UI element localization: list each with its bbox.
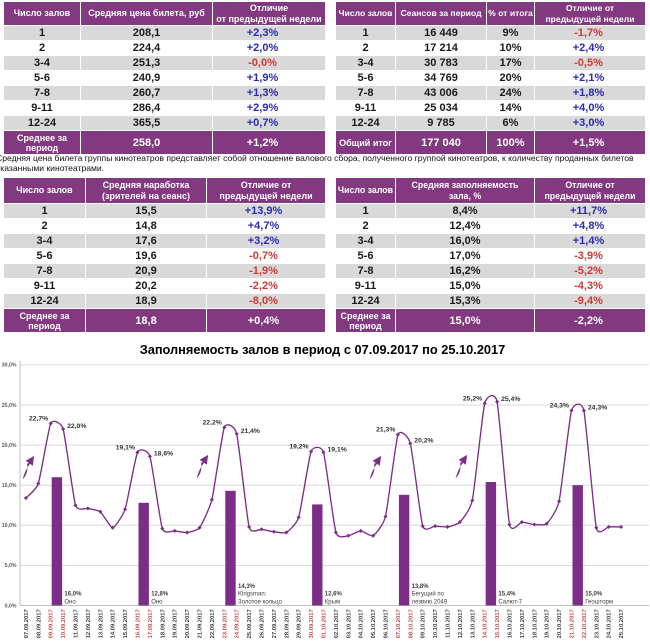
svg-text:15,0%: 15,0% bbox=[2, 483, 17, 489]
svg-text:Золотое кольцо: Золотое кольцо bbox=[238, 599, 283, 605]
svg-text:10.09.2017: 10.09.2017 bbox=[61, 609, 67, 638]
svg-text:11.09.2017: 11.09.2017 bbox=[74, 609, 80, 638]
svg-text:25.10.2017: 25.10.2017 bbox=[619, 609, 625, 638]
svg-text:24.10.2017: 24.10.2017 bbox=[607, 609, 613, 638]
svg-text:29.09.2017: 29.09.2017 bbox=[297, 609, 303, 638]
svg-text:13,8%: 13,8% bbox=[412, 584, 430, 590]
svg-text:14.10.2017: 14.10.2017 bbox=[483, 609, 489, 638]
svg-text:25,0%: 25,0% bbox=[2, 403, 17, 409]
svg-text:09.10.2017: 09.10.2017 bbox=[421, 609, 427, 638]
svg-text:28.09.2017: 28.09.2017 bbox=[284, 609, 290, 638]
svg-text:14,3%: 14,3% bbox=[238, 584, 256, 590]
svg-text:Крым: Крым bbox=[325, 599, 340, 605]
svg-text:06.10.2017: 06.10.2017 bbox=[384, 609, 390, 638]
svg-text:Геошторм: Геошторм bbox=[585, 599, 613, 605]
svg-text:20,2%: 20,2% bbox=[414, 438, 433, 445]
svg-text:19,2%: 19,2% bbox=[289, 444, 308, 451]
svg-text:25.09.2017: 25.09.2017 bbox=[247, 609, 253, 638]
svg-text:24,3%: 24,3% bbox=[550, 403, 569, 410]
svg-text:08.09.2017: 08.09.2017 bbox=[36, 609, 42, 638]
svg-text:22.09.2017: 22.09.2017 bbox=[210, 609, 216, 638]
svg-text:11.10.2017: 11.10.2017 bbox=[446, 609, 452, 638]
svg-text:16.10.2017: 16.10.2017 bbox=[508, 609, 514, 638]
svg-text:Оно: Оно bbox=[151, 599, 163, 605]
svg-text:01.10.2017: 01.10.2017 bbox=[322, 609, 328, 638]
svg-text:17.10.2017: 17.10.2017 bbox=[520, 609, 526, 638]
svg-text:21.09.2017: 21.09.2017 bbox=[198, 609, 204, 638]
svg-text:13.09.2017: 13.09.2017 bbox=[98, 609, 104, 638]
svg-text:13.10.2017: 13.10.2017 bbox=[470, 609, 476, 638]
svg-text:24.09.2017: 24.09.2017 bbox=[235, 609, 241, 638]
svg-text:17.09.2017: 17.09.2017 bbox=[148, 609, 154, 638]
svg-text:04.10.2017: 04.10.2017 bbox=[359, 609, 365, 638]
svg-text:02.10.2017: 02.10.2017 bbox=[334, 609, 340, 638]
svg-text:Kingsman:: Kingsman: bbox=[238, 592, 267, 598]
svg-text:30.09.2017: 30.09.2017 bbox=[309, 609, 315, 638]
svg-text:12,6%: 12,6% bbox=[325, 592, 343, 598]
svg-text:30,0%: 30,0% bbox=[2, 363, 17, 369]
svg-text:05.10.2017: 05.10.2017 bbox=[371, 609, 377, 638]
svg-text:23.10.2017: 23.10.2017 bbox=[594, 609, 600, 638]
svg-text:14.09.2017: 14.09.2017 bbox=[111, 609, 117, 638]
svg-text:10,0%: 10,0% bbox=[2, 523, 17, 529]
svg-text:16,0%: 16,0% bbox=[64, 592, 82, 598]
svg-text:0,0%: 0,0% bbox=[5, 603, 17, 609]
svg-text:Оно: Оно bbox=[64, 599, 76, 605]
svg-text:10.10.2017: 10.10.2017 bbox=[433, 609, 439, 638]
svg-text:15.09.2017: 15.09.2017 bbox=[123, 609, 129, 638]
svg-text:19.09.2017: 19.09.2017 bbox=[173, 609, 179, 638]
svg-text:24,3%: 24,3% bbox=[588, 405, 607, 412]
svg-text:19,1%: 19,1% bbox=[116, 444, 135, 451]
svg-text:15,4%: 15,4% bbox=[498, 592, 516, 598]
svg-text:27.09.2017: 27.09.2017 bbox=[272, 609, 278, 638]
svg-text:21.10.2017: 21.10.2017 bbox=[570, 609, 576, 638]
svg-text:25,4%: 25,4% bbox=[501, 396, 520, 403]
svg-text:21,4%: 21,4% bbox=[241, 428, 260, 435]
svg-text:Бегущий по: Бегущий по bbox=[412, 591, 445, 598]
svg-text:25,2%: 25,2% bbox=[463, 395, 482, 402]
svg-text:12.09.2017: 12.09.2017 bbox=[86, 609, 92, 638]
svg-text:21,3%: 21,3% bbox=[376, 427, 395, 434]
svg-text:03.10.2017: 03.10.2017 bbox=[346, 609, 352, 638]
svg-text:08.10.2017: 08.10.2017 bbox=[408, 609, 414, 638]
svg-text:19.10.2017: 19.10.2017 bbox=[545, 609, 551, 638]
svg-text:23.09.2017: 23.09.2017 bbox=[222, 609, 228, 638]
svg-text:18.09.2017: 18.09.2017 bbox=[160, 609, 166, 638]
svg-text:26.09.2017: 26.09.2017 bbox=[260, 609, 266, 638]
svg-text:20.10.2017: 20.10.2017 bbox=[557, 609, 563, 638]
svg-text:07.10.2017: 07.10.2017 bbox=[396, 609, 402, 638]
svg-text:12,8%: 12,8% bbox=[151, 592, 169, 598]
svg-text:15,0%: 15,0% bbox=[585, 592, 603, 598]
svg-text:16.09.2017: 16.09.2017 bbox=[136, 609, 142, 638]
svg-text:15.10.2017: 15.10.2017 bbox=[495, 609, 501, 638]
svg-text:20.09.2017: 20.09.2017 bbox=[185, 609, 191, 638]
svg-text:19,1%: 19,1% bbox=[328, 446, 347, 453]
svg-text:22.10.2017: 22.10.2017 bbox=[582, 609, 588, 638]
svg-text:07.09.2017: 07.09.2017 bbox=[24, 609, 30, 638]
svg-text:09.09.2017: 09.09.2017 bbox=[49, 609, 55, 638]
svg-text:5,0%: 5,0% bbox=[5, 563, 17, 569]
svg-text:12.10.2017: 12.10.2017 bbox=[458, 609, 464, 638]
svg-text:22,0%: 22,0% bbox=[67, 423, 86, 430]
svg-text:18,6%: 18,6% bbox=[154, 450, 173, 457]
svg-text:22,2%: 22,2% bbox=[203, 420, 222, 427]
svg-text:18.10.2017: 18.10.2017 bbox=[532, 609, 538, 638]
svg-text:Салют-7: Салют-7 bbox=[498, 599, 522, 605]
svg-text:20,0%: 20,0% bbox=[2, 443, 17, 449]
svg-text:22,7%: 22,7% bbox=[29, 415, 48, 422]
svg-text:лезвию 2049: лезвию 2049 bbox=[412, 599, 448, 605]
